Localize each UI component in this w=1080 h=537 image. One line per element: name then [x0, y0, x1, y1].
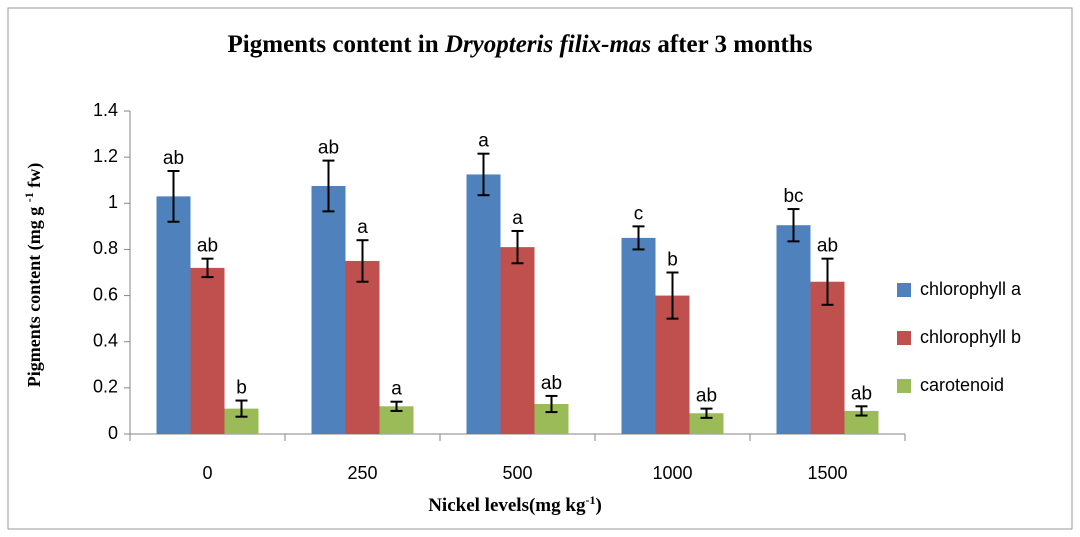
significance-letter: a — [357, 217, 368, 238]
error-bar — [666, 271, 679, 320]
significance-letter: b — [667, 250, 678, 271]
bar — [500, 247, 535, 434]
error-bar — [390, 400, 403, 412]
error-bar — [356, 239, 369, 283]
error-bar — [855, 405, 868, 417]
error-bar — [235, 399, 248, 418]
error-bar — [821, 257, 834, 306]
error-bar — [477, 152, 490, 197]
legend-swatch — [897, 379, 911, 393]
label-part: ) — [595, 495, 601, 516]
bar — [844, 410, 879, 434]
significance-letter: ab — [163, 148, 184, 169]
bar — [190, 267, 225, 434]
significance-letter: ab — [817, 236, 838, 257]
x-tick-label: 250 — [347, 463, 377, 483]
bar — [466, 174, 501, 435]
y-tick-label: 0.4 — [93, 330, 118, 350]
label-part: Nickel levels(mg kg — [428, 495, 586, 516]
legend-label: chlorophyll a — [920, 279, 1022, 299]
error-bar — [632, 225, 645, 251]
y-tick-label: 1.4 — [93, 100, 118, 120]
error-bar — [167, 169, 180, 223]
bar — [345, 260, 380, 434]
legend-swatch — [897, 283, 911, 297]
x-tick-label: 0 — [202, 463, 212, 483]
bar — [689, 413, 724, 434]
bar — [621, 237, 656, 434]
significance-letter: a — [512, 208, 523, 229]
bar — [776, 225, 811, 434]
significance-letter: ab — [851, 383, 872, 404]
x-tick-label: 1000 — [652, 463, 692, 483]
error-bar — [545, 394, 558, 414]
significance-letter: b — [236, 378, 247, 399]
error-bar — [511, 229, 524, 265]
legend-label: carotenoid — [920, 375, 1004, 395]
bar — [810, 281, 845, 434]
y-tick-label: 0.2 — [93, 377, 118, 397]
label-part: -1 — [22, 192, 36, 202]
significance-letter: a — [391, 379, 402, 400]
label-part: -1 — [585, 493, 595, 507]
y-tick-label: 1 — [108, 192, 118, 212]
significance-letter: ab — [318, 138, 339, 159]
error-bar — [201, 257, 214, 279]
y-tick-label: 0.8 — [93, 238, 118, 258]
error-bar — [700, 407, 713, 419]
error-bar — [787, 208, 800, 243]
title-part: Pigments content in — [228, 31, 445, 58]
y-axis-label: Pigments content (mg g -1 fw) — [22, 163, 45, 387]
significance-letter: ab — [696, 386, 717, 407]
significance-letter: ab — [541, 373, 562, 394]
x-tick-label: 500 — [502, 463, 532, 483]
chart-title: Pigments content in Dryopteris filix-mas… — [228, 31, 813, 58]
x-tick-label: 1500 — [807, 463, 847, 483]
error-bar — [322, 159, 335, 213]
significance-letter: ab — [197, 236, 218, 257]
title-part: Dryopteris filix-mas — [444, 31, 651, 58]
y-tick-label: 1.2 — [93, 146, 118, 166]
legend-label: chlorophyll b — [920, 327, 1021, 347]
y-tick-label: 0 — [108, 423, 118, 443]
significance-letter: bc — [783, 186, 803, 207]
x-axis-label: Nickel levels(mg kg-1) — [428, 493, 602, 517]
significance-letter: a — [478, 131, 489, 152]
label-part: fw) — [24, 163, 45, 193]
bar — [311, 185, 346, 434]
label-part: Pigments content (mg g — [24, 202, 45, 387]
title-part: after 3 months — [651, 31, 813, 58]
significance-letter: c — [634, 203, 644, 224]
y-tick-label: 0.6 — [93, 284, 118, 304]
legend-swatch — [897, 331, 911, 345]
bar — [156, 196, 191, 434]
